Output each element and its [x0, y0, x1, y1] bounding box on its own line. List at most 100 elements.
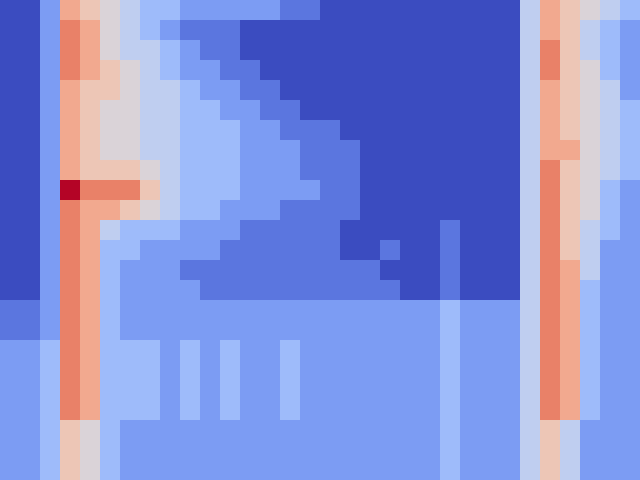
- heatmap-cell: [380, 20, 401, 41]
- heatmap-cell: [300, 80, 321, 101]
- heatmap-cell: [480, 20, 501, 41]
- heatmap-cell: [40, 200, 61, 221]
- heatmap-cell: [600, 80, 621, 101]
- heatmap-cell: [60, 340, 81, 361]
- heatmap-cell: [60, 460, 81, 480]
- heatmap-cell: [400, 420, 421, 441]
- heatmap-cell: [120, 240, 141, 261]
- heatmap-cell: [80, 280, 101, 301]
- heatmap-cell: [400, 460, 421, 480]
- heatmap-cell: [520, 380, 541, 401]
- heatmap-cell: [0, 200, 21, 221]
- heatmap-cell: [560, 160, 581, 181]
- heatmap-cell: [380, 240, 401, 261]
- heatmap-cell: [520, 440, 541, 461]
- heatmap-cell: [360, 120, 381, 141]
- heatmap-cell: [0, 160, 21, 181]
- heatmap-cell: [60, 20, 81, 41]
- heatmap-cell: [600, 140, 621, 161]
- heatmap-cell: [580, 460, 601, 480]
- heatmap-cell: [200, 460, 221, 480]
- heatmap-cell: [320, 320, 341, 341]
- heatmap-cell: [280, 240, 301, 261]
- heatmap-cell: [160, 320, 181, 341]
- heatmap-cell: [100, 460, 121, 480]
- heatmap-cell: [0, 420, 21, 441]
- heatmap-cell: [140, 360, 161, 381]
- heatmap-cell: [460, 40, 481, 61]
- heatmap-cell: [80, 260, 101, 281]
- heatmap-cell: [200, 400, 221, 421]
- heatmap-cell: [160, 260, 181, 281]
- heatmap-cell: [300, 100, 321, 121]
- heatmap-cell: [180, 140, 201, 161]
- heatmap-cell: [300, 320, 321, 341]
- heatmap-cell: [520, 340, 541, 361]
- heatmap-cell: [20, 120, 41, 141]
- heatmap-cell: [100, 0, 121, 21]
- heatmap-cell: [180, 240, 201, 261]
- heatmap-cell: [520, 140, 541, 161]
- heatmap-cell: [460, 140, 481, 161]
- heatmap-cell: [320, 420, 341, 441]
- heatmap-cell: [320, 200, 341, 221]
- heatmap-cell: [80, 300, 101, 321]
- heatmap-cell: [320, 380, 341, 401]
- heatmap-cell: [400, 280, 421, 301]
- heatmap-cell: [560, 420, 581, 441]
- heatmap-cell: [500, 280, 521, 301]
- heatmap-cell: [400, 140, 421, 161]
- heatmap-cell: [40, 60, 61, 81]
- heatmap-cell: [200, 80, 221, 101]
- heatmap-cell: [360, 460, 381, 480]
- heatmap-cell: [500, 320, 521, 341]
- heatmap-cell: [360, 100, 381, 121]
- heatmap-cell: [100, 340, 121, 361]
- heatmap-cell: [80, 60, 101, 81]
- heatmap-cell: [300, 140, 321, 161]
- heatmap-cell: [580, 320, 601, 341]
- heatmap-cell: [40, 160, 61, 181]
- heatmap-cell: [60, 280, 81, 301]
- heatmap-cell: [60, 260, 81, 281]
- heatmap-cell: [20, 360, 41, 381]
- heatmap-cell: [160, 340, 181, 361]
- heatmap-cell: [380, 160, 401, 181]
- heatmap-cell: [80, 200, 101, 221]
- heatmap-cell: [0, 180, 21, 201]
- heatmap-cell: [140, 180, 161, 201]
- heatmap-cell: [260, 60, 281, 81]
- heatmap-cell: [120, 440, 141, 461]
- heatmap-cell: [600, 60, 621, 81]
- heatmap-cell: [20, 380, 41, 401]
- heatmap-cell: [100, 300, 121, 321]
- heatmap-cell: [560, 100, 581, 121]
- heatmap-cell: [160, 80, 181, 101]
- heatmap-cell: [280, 60, 301, 81]
- heatmap-cell: [420, 240, 441, 261]
- heatmap-cell: [260, 120, 281, 141]
- heatmap-cell: [540, 460, 561, 480]
- heatmap-cell: [280, 220, 301, 241]
- heatmap-cell: [260, 340, 281, 361]
- heatmap-cell: [500, 200, 521, 221]
- heatmap-cell: [80, 380, 101, 401]
- heatmap-cell: [320, 460, 341, 480]
- heatmap-cell: [460, 360, 481, 381]
- heatmap-cell: [160, 120, 181, 141]
- heatmap-cell: [540, 240, 561, 261]
- heatmap-cell: [460, 80, 481, 101]
- heatmap-cell: [220, 340, 241, 361]
- heatmap-cell: [400, 20, 421, 41]
- heatmap-cell: [80, 460, 101, 480]
- heatmap-cell: [520, 320, 541, 341]
- heatmap-cell: [260, 20, 281, 41]
- heatmap-cell: [580, 120, 601, 141]
- heatmap-cell: [480, 80, 501, 101]
- heatmap-cell: [620, 400, 640, 421]
- heatmap-cell: [120, 360, 141, 381]
- heatmap-cell: [380, 220, 401, 241]
- heatmap-cell: [340, 60, 361, 81]
- heatmap-cell: [340, 240, 361, 261]
- heatmap-cell: [0, 20, 21, 41]
